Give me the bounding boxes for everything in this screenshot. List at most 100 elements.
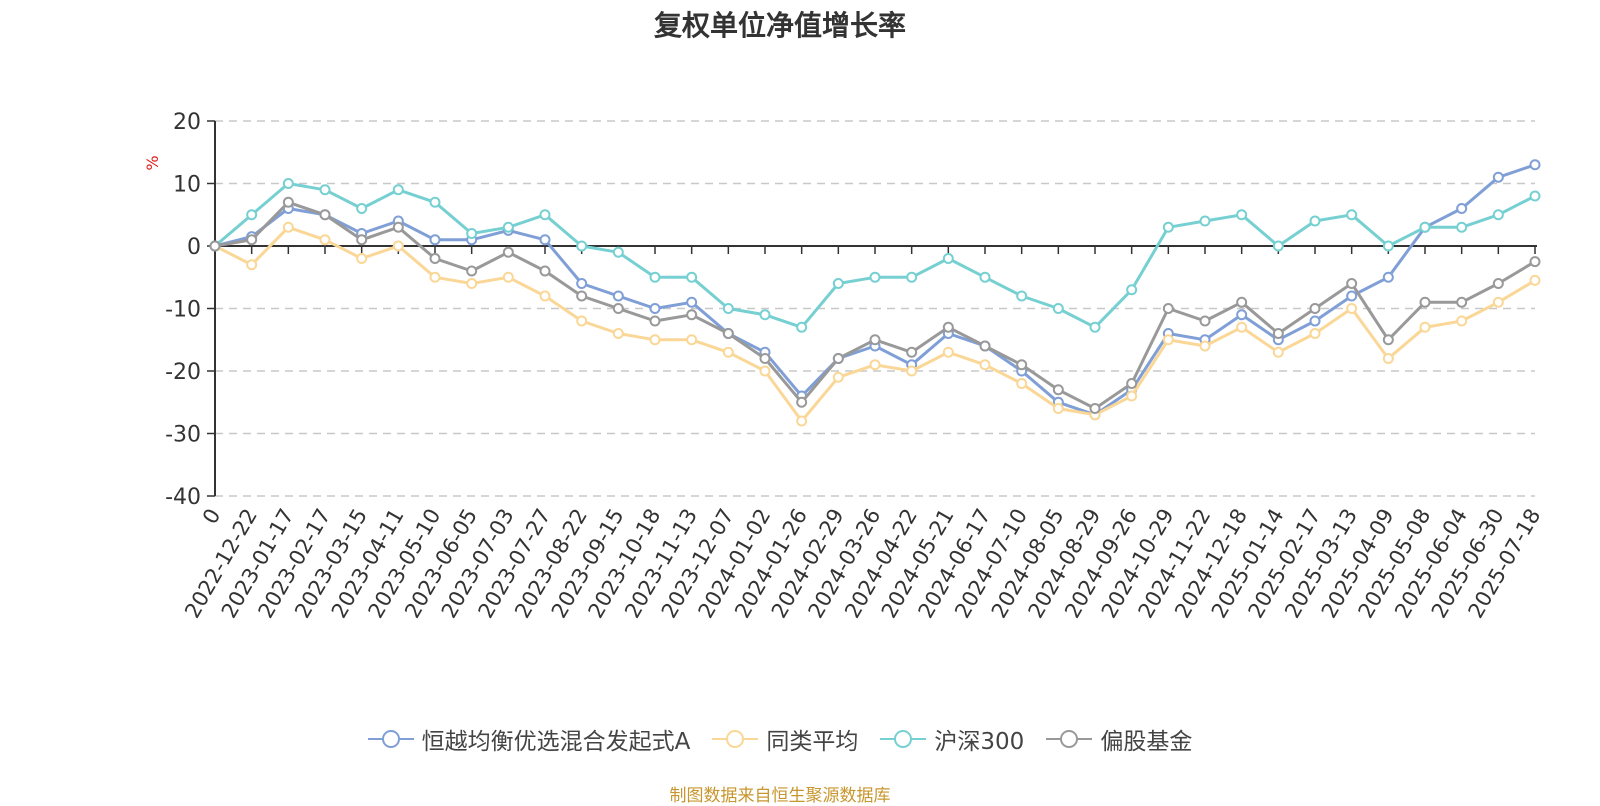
data-point[interactable]	[1492, 278, 1504, 289]
data-point[interactable]	[759, 309, 771, 321]
data-point[interactable]	[1236, 296, 1248, 308]
data-point[interactable]	[722, 328, 734, 339]
data-point[interactable]	[1456, 203, 1468, 214]
data-point[interactable]	[1309, 303, 1321, 314]
legend-item-equity-fund[interactable]: 偏股基金	[1046, 722, 1192, 756]
data-point[interactable]	[649, 334, 661, 346]
data-point[interactable]	[796, 396, 808, 408]
data-point[interactable]	[906, 271, 918, 283]
data-point[interactable]	[539, 209, 551, 221]
data-point[interactable]	[319, 184, 331, 196]
data-point[interactable]	[392, 240, 404, 252]
data-point[interactable]	[1419, 296, 1431, 308]
data-point[interactable]	[612, 303, 624, 314]
data-point[interactable]	[246, 209, 258, 221]
data-point[interactable]	[246, 259, 258, 271]
data-point[interactable]	[1162, 303, 1174, 314]
data-point[interactable]	[1236, 209, 1248, 221]
data-point[interactable]	[1492, 296, 1504, 308]
data-point[interactable]	[1272, 346, 1284, 358]
data-point[interactable]	[282, 196, 294, 208]
data-point[interactable]	[1382, 240, 1394, 252]
data-point[interactable]	[1162, 221, 1174, 233]
data-point[interactable]	[906, 346, 918, 358]
data-point[interactable]	[759, 353, 771, 364]
data-point[interactable]	[429, 234, 441, 246]
data-point[interactable]	[759, 365, 771, 377]
data-point[interactable]	[576, 315, 588, 327]
data-point[interactable]	[1382, 353, 1394, 364]
data-point[interactable]	[1346, 290, 1358, 302]
legend-item-csi300[interactable]: 沪深300	[880, 722, 1024, 756]
data-point[interactable]	[429, 271, 441, 283]
data-point[interactable]	[832, 353, 844, 364]
data-point[interactable]	[282, 178, 294, 189]
data-point[interactable]	[942, 321, 954, 333]
data-point[interactable]	[649, 303, 661, 314]
data-point[interactable]	[906, 365, 918, 377]
data-point[interactable]	[1016, 359, 1028, 371]
data-point[interactable]	[1529, 274, 1541, 286]
data-point[interactable]	[722, 346, 734, 358]
data-point[interactable]	[1419, 321, 1431, 333]
data-point[interactable]	[1529, 190, 1541, 202]
data-point[interactable]	[429, 196, 441, 208]
data-point[interactable]	[1492, 209, 1504, 221]
data-point[interactable]	[1272, 240, 1284, 252]
data-point[interactable]	[282, 221, 294, 233]
data-point[interactable]	[319, 209, 331, 221]
data-point[interactable]	[392, 184, 404, 196]
data-point[interactable]	[722, 303, 734, 314]
data-point[interactable]	[1309, 215, 1321, 227]
data-point[interactable]	[612, 246, 624, 258]
data-point[interactable]	[356, 203, 368, 214]
data-point[interactable]	[796, 415, 808, 427]
data-point[interactable]	[392, 221, 404, 233]
data-point[interactable]	[1199, 340, 1211, 352]
legend-item-peer-average[interactable]: 同类平均	[712, 722, 858, 756]
data-point[interactable]	[356, 253, 368, 264]
data-point[interactable]	[869, 271, 881, 283]
data-point[interactable]	[1272, 328, 1284, 339]
data-point[interactable]	[502, 221, 514, 233]
data-point[interactable]	[1382, 334, 1394, 346]
data-point[interactable]	[686, 271, 698, 283]
data-point[interactable]	[942, 346, 954, 358]
data-point[interactable]	[1126, 390, 1138, 402]
data-point[interactable]	[1016, 378, 1028, 389]
data-point[interactable]	[1236, 309, 1248, 321]
data-point[interactable]	[502, 271, 514, 283]
data-point[interactable]	[1199, 315, 1211, 327]
data-point[interactable]	[1456, 221, 1468, 233]
data-point[interactable]	[576, 290, 588, 302]
data-point[interactable]	[356, 234, 368, 246]
data-point[interactable]	[796, 321, 808, 333]
data-point[interactable]	[1309, 315, 1321, 327]
data-point[interactable]	[832, 371, 844, 383]
data-point[interactable]	[1346, 209, 1358, 221]
data-point[interactable]	[1052, 384, 1064, 396]
data-point[interactable]	[612, 328, 624, 339]
data-point[interactable]	[1236, 321, 1248, 333]
data-point[interactable]	[979, 340, 991, 352]
data-point[interactable]	[1199, 215, 1211, 227]
data-point[interactable]	[649, 315, 661, 327]
data-point[interactable]	[466, 228, 478, 239]
data-point[interactable]	[209, 240, 221, 252]
data-point[interactable]	[246, 234, 258, 246]
data-point[interactable]	[942, 253, 954, 264]
data-point[interactable]	[1346, 303, 1358, 314]
data-point[interactable]	[1052, 303, 1064, 314]
data-point[interactable]	[649, 271, 661, 283]
data-point[interactable]	[1162, 334, 1174, 346]
data-point[interactable]	[1346, 278, 1358, 289]
data-point[interactable]	[466, 278, 478, 289]
legend-item-fund[interactable]: 恒越均衡优选混合发起式A	[367, 722, 690, 756]
data-point[interactable]	[1529, 159, 1541, 171]
data-point[interactable]	[429, 253, 441, 264]
data-point[interactable]	[1309, 328, 1321, 339]
data-point[interactable]	[539, 265, 551, 277]
data-point[interactable]	[869, 334, 881, 346]
data-point[interactable]	[1126, 284, 1138, 296]
data-point[interactable]	[979, 271, 991, 283]
